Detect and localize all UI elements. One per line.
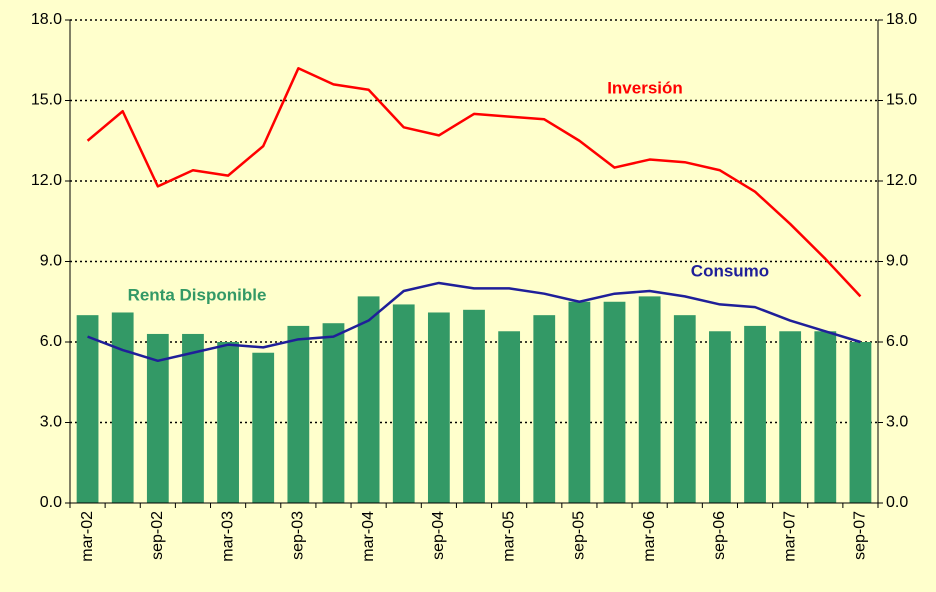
bar [322, 323, 345, 503]
bar [357, 296, 380, 503]
y-tick-label: 3.0 [40, 414, 62, 431]
bar [392, 304, 415, 503]
bar [146, 333, 169, 503]
x-tick-label: mar-03 [219, 511, 236, 562]
line [86, 67, 862, 298]
y-tick-label: 0.0 [40, 494, 62, 511]
bar [463, 309, 485, 503]
bar [709, 331, 731, 503]
bar [568, 301, 591, 503]
bar [849, 342, 872, 503]
x-tick-label: sep-02 [149, 511, 166, 560]
series-label: Consumo [691, 261, 769, 280]
bar [779, 331, 802, 503]
x-tick-label: sep-06 [711, 511, 728, 560]
x-tick-label: sep-04 [430, 511, 447, 560]
y2-tick-label: 18.0 [886, 11, 917, 28]
bar [182, 333, 204, 503]
bar [638, 296, 661, 503]
series-label: Renta Disponible [128, 285, 267, 304]
y2-tick-label: 12.0 [886, 172, 917, 189]
bar [217, 342, 239, 503]
y2-tick-label: 6.0 [886, 333, 908, 350]
bar [111, 312, 134, 503]
bar [76, 315, 99, 503]
x-tick-label: sep-03 [290, 511, 307, 560]
y2-tick-label: 15.0 [886, 92, 917, 109]
bar [814, 331, 837, 503]
bar [252, 352, 275, 503]
y-tick-label: 12.0 [31, 172, 62, 189]
bar [287, 325, 310, 503]
x-tick-label: mar-05 [500, 511, 517, 562]
y2-tick-label: 3.0 [886, 414, 908, 431]
y-tick-label: 15.0 [31, 92, 62, 109]
y-tick-label: 18.0 [31, 11, 62, 28]
bar [673, 315, 696, 503]
bar [427, 312, 450, 503]
x-tick-label: mar-07 [781, 511, 798, 562]
y2-tick-label: 9.0 [886, 253, 908, 270]
y2-tick-label: 0.0 [886, 494, 908, 511]
line [87, 281, 861, 363]
x-tick-label: mar-04 [360, 511, 377, 562]
x-tick-label: mar-06 [641, 511, 658, 562]
y-tick-label: 9.0 [40, 253, 62, 270]
x-tick-label: mar-02 [79, 511, 96, 562]
bar [533, 315, 556, 503]
bar [498, 331, 521, 503]
y-tick-label: 6.0 [40, 333, 62, 350]
bar [603, 301, 626, 503]
bar [744, 325, 766, 503]
x-tick-label: sep-07 [852, 511, 869, 560]
series-label: Inversión [607, 78, 683, 97]
x-tick-label: sep-05 [571, 511, 588, 560]
